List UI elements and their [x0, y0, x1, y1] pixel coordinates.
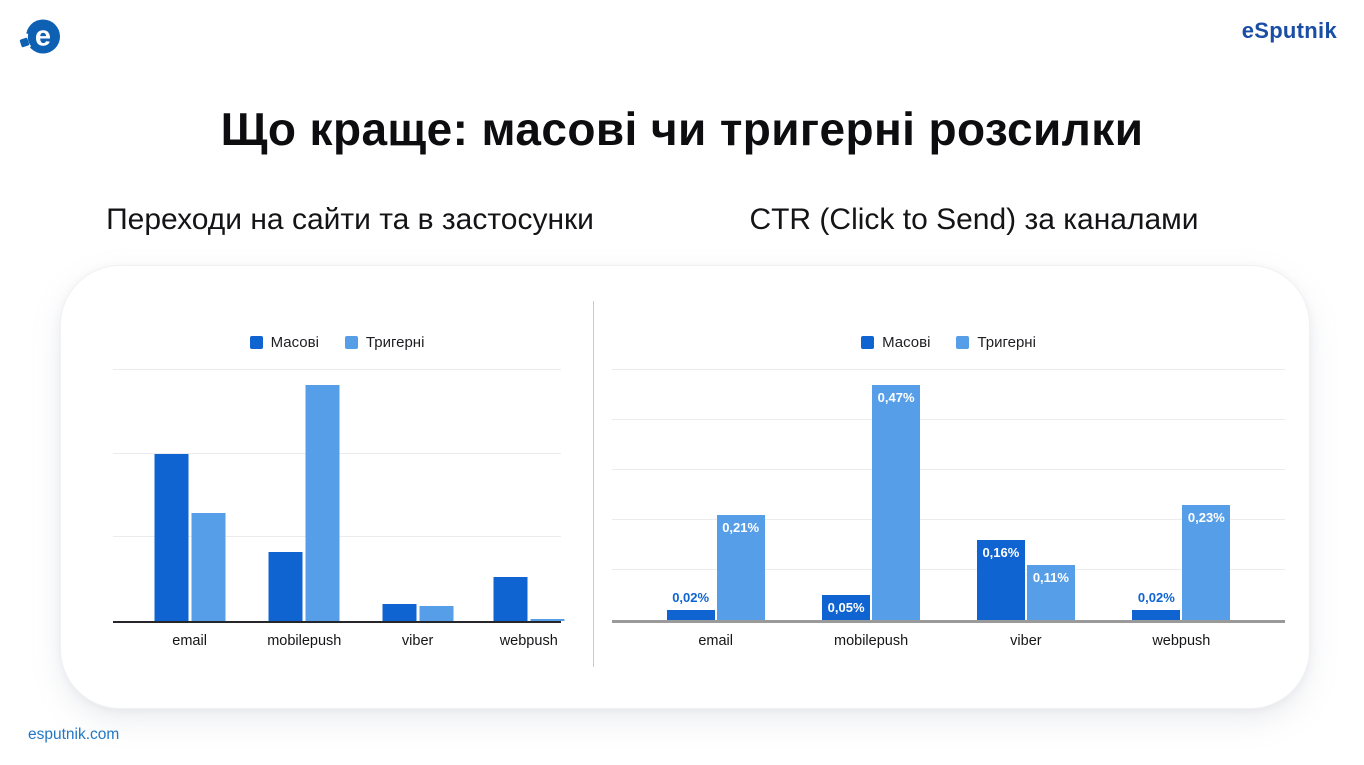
category-label-webpush: webpush: [1152, 633, 1211, 649]
legend-label: Тригерні: [365, 333, 425, 351]
webpush-Масові-bar: 0,02%: [1132, 590, 1181, 620]
viber-Тригерні-bar: 0,11%: [1026, 565, 1075, 620]
bar-group-webpush: [493, 576, 565, 621]
mobilepush-Масові-bar: 0,05%: [822, 595, 871, 620]
gridline: [612, 369, 1285, 370]
charts-card: [60, 265, 1310, 709]
category-label-webpush: webpush: [499, 633, 558, 649]
chart-legend: Масові Тригерні: [612, 330, 1285, 354]
bar-group-webpush: 0,02% 0,23%: [1132, 505, 1231, 620]
category-label-mobilepush: mobilepush: [834, 633, 909, 649]
svg-text:e: e: [35, 21, 51, 53]
category-axis: email mobilepush viber webpush: [612, 629, 1285, 655]
category-label-viber: viber: [1010, 633, 1042, 649]
brand-wordmark: eSputnik: [1241, 18, 1337, 43]
category-axis: email mobilepush viber webpush: [113, 629, 561, 655]
email-Тригерні-bar: [191, 513, 226, 621]
legend-swatch-icon: [956, 335, 970, 349]
legend-item: Тригерні: [956, 333, 1036, 351]
bar-group-mobilepush: [268, 385, 340, 621]
webpush-Тригерні-bar: [530, 618, 565, 621]
right-chart-subtitle: CTR (Click to Send) за каналами: [749, 203, 1199, 236]
viber-Масові-bar: [382, 604, 417, 621]
category-label-email: email: [698, 633, 733, 649]
bar-value-label: 0,02%: [1137, 590, 1175, 605]
bar-group-email: 0,02% 0,21%: [666, 515, 765, 620]
mobilepush-Масові-bar: [268, 552, 303, 621]
legend-item: Тригерні: [344, 333, 425, 351]
category-label-mobilepush: mobilepush: [267, 633, 342, 649]
legend-swatch-icon: [344, 335, 358, 349]
mobilepush-Тригерні-bar: 0,47%: [872, 385, 921, 620]
gridline: [612, 469, 1285, 470]
bar-group-mobilepush: 0,05% 0,47%: [822, 385, 921, 620]
chart-legend: Масові Тригерні: [113, 330, 561, 354]
plot-area: [113, 369, 565, 623]
viber-Тригерні-bar: [419, 605, 454, 621]
clicks-by-channel-chart: Масові Тригерні email mobilepush viber webpus…: [113, 330, 565, 655]
viber-Масові-bar: 0,16%: [976, 540, 1025, 620]
mobilepush-Тригерні-bar: [305, 385, 340, 621]
esputnik-logo-icon: e: [19, 14, 65, 60]
bar-group-viber: [382, 604, 454, 621]
category-label-viber: viber: [401, 633, 434, 649]
webpush-Масові-bar: [493, 576, 528, 621]
legend-swatch-icon: [249, 335, 263, 349]
bar-value-label: 0,11%: [1032, 570, 1069, 585]
gridline: [612, 519, 1285, 520]
webpush-Тригерні-bar: 0,23%: [1182, 505, 1231, 620]
email-Масові-bar: [154, 453, 189, 621]
category-label-email: email: [172, 633, 207, 649]
esputnik-site-link[interactable]: esputnik.com: [28, 726, 120, 743]
gridline: [113, 369, 561, 370]
page-title: Що краще: масові чи тригерні розсилки: [220, 103, 1144, 155]
left-chart-subtitle: Переходи на сайти та в застосунки: [106, 203, 594, 236]
email-Масові-bar: 0,02%: [666, 590, 715, 620]
bar-value-label: 0,47%: [877, 390, 915, 405]
bar-value-label: 0,05%: [827, 600, 865, 615]
legend-label: Масові: [270, 333, 319, 351]
bar-value-label: 0,21%: [722, 520, 760, 535]
gridline: [612, 419, 1285, 420]
bar-group-email: [154, 453, 226, 621]
vertical-divider: [593, 301, 594, 667]
email-Тригерні-bar: 0,21%: [716, 515, 765, 620]
ctr-by-channel-chart: Масові Тригерні 0,02% 0,21% 0,05% 0,47% 0,16% 0…: [612, 330, 1285, 655]
bar-group-viber: 0,16% 0,11%: [976, 540, 1075, 620]
legend-item: Масові: [861, 334, 930, 351]
legend-label: Тригерні: [977, 333, 1036, 351]
legend-item: Масові: [249, 333, 319, 351]
bar-value-label: 0,16%: [982, 545, 1020, 560]
bar-value-label: 0,02%: [672, 590, 710, 605]
legend-swatch-icon: [861, 335, 875, 349]
legend-label: Масові: [882, 333, 931, 351]
plot-area: 0,02% 0,21% 0,05% 0,47% 0,16% 0,11% 0,02% 0,23%: [612, 369, 1285, 623]
gridline: [612, 569, 1285, 570]
bar-value-label: 0,23%: [1187, 510, 1225, 525]
